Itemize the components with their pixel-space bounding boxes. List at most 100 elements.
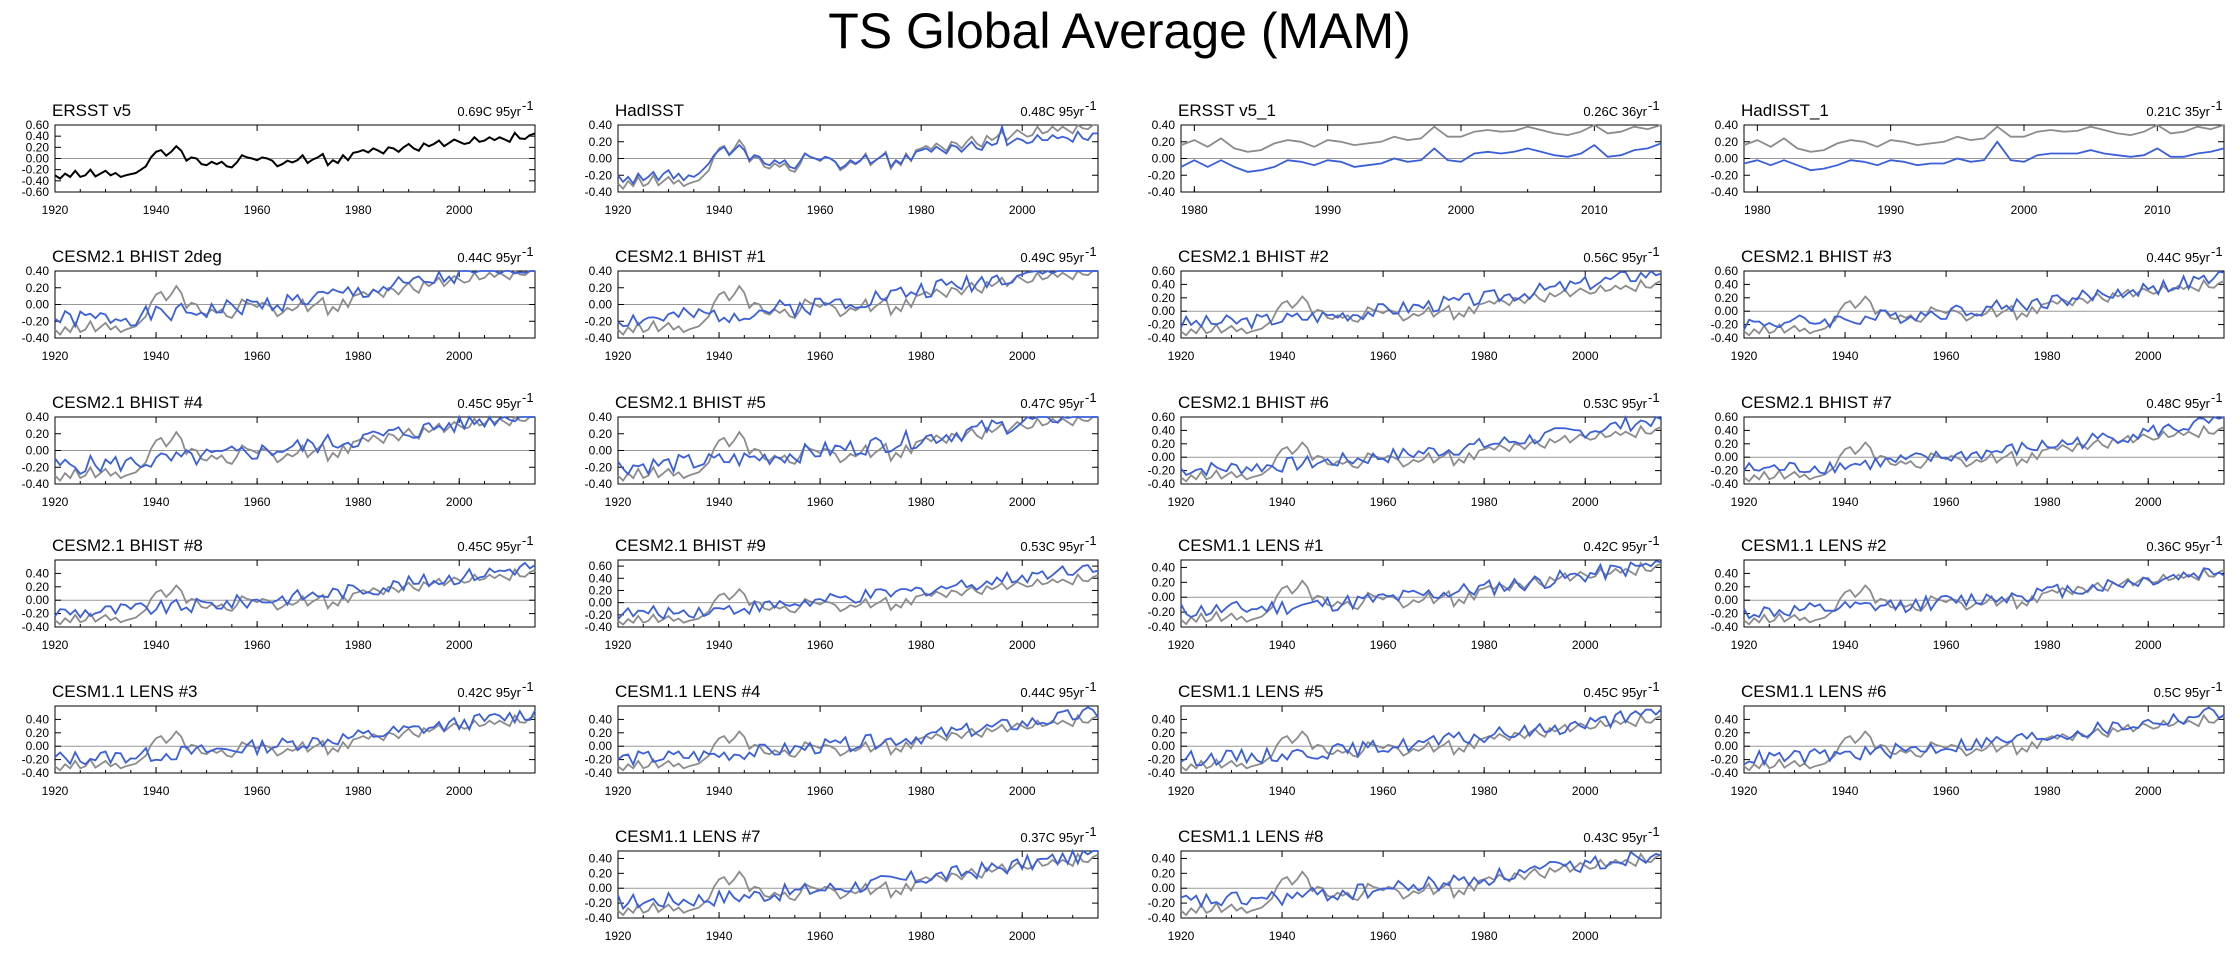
panel-title: CESM1.1 LENS #6 (1741, 682, 1887, 701)
series-line-model (617, 270, 1098, 328)
series-line-obs_reference (1180, 561, 1662, 626)
y-tick-label: 0.00 (26, 152, 50, 166)
y-tick-label: -0.60 (22, 185, 50, 199)
panel-frame (1180, 559, 1662, 628)
y-tick-label: -0.40 (1711, 331, 1739, 345)
y-tick-label: 0.40 (1152, 423, 1176, 437)
x-tick-label: 1980 (1744, 203, 1771, 217)
panel-title: CESM2.1 BHIST #1 (615, 247, 766, 266)
x-tick-label: 1940 (706, 495, 733, 509)
y-tick-label: 0.00 (1715, 593, 1739, 607)
series-line-model (54, 561, 536, 619)
series-line-model (1180, 142, 1662, 173)
y-tick-label: 0.40 (1715, 712, 1739, 726)
y-tick-label: -0.40 (1148, 331, 1176, 345)
y-tick-label: 0.20 (1715, 580, 1739, 594)
panel-trend-superscript: -1 (2211, 390, 2223, 405)
series-line-model (54, 414, 535, 476)
y-tick-label: 0.00 (1152, 304, 1176, 318)
panel-trend-superscript: -1 (522, 244, 534, 259)
series-line-obs_reference (617, 269, 1098, 337)
y-tick-label: 0.00 (1152, 152, 1176, 166)
series-line-obs_reference (1180, 713, 1662, 772)
y-tick-label: 0.40 (1715, 566, 1739, 580)
panel-trend-label: 0.44C 95yr (2146, 250, 2210, 265)
series-line-obs_reference (1743, 567, 2225, 626)
y-tick-label: -0.20 (585, 608, 613, 622)
x-tick-label: 1920 (605, 349, 632, 363)
x-tick-label: 2000 (446, 638, 473, 652)
series-line-model (1743, 270, 2225, 331)
panel-trend-superscript: -1 (1648, 533, 1660, 548)
panel-title: HadISST (615, 101, 684, 120)
series-line-obs_reference (617, 713, 1099, 772)
y-tick-label: 0.60 (1152, 410, 1176, 424)
panel-trend-label: 0.53C 95yr (1020, 539, 1084, 554)
series-line-observed (54, 131, 536, 180)
x-tick-label: 1920 (1168, 784, 1195, 798)
x-tick-label: 1980 (908, 349, 935, 363)
y-tick-label: -0.40 (585, 766, 613, 780)
x-tick-label: 2000 (1009, 929, 1036, 943)
x-tick-label: 1920 (42, 349, 69, 363)
x-tick-label: 1980 (345, 495, 372, 509)
y-tick-label: 0.00 (589, 739, 613, 753)
panel-frame (617, 705, 1099, 774)
x-tick-label: 1940 (706, 638, 733, 652)
y-tick-label: -0.20 (1148, 753, 1176, 767)
panel-title: CESM2.1 BHIST #3 (1741, 247, 1892, 266)
x-tick-label: 1920 (42, 784, 69, 798)
y-tick-label: -0.20 (22, 753, 50, 767)
panel-frame (54, 705, 536, 774)
panel-trend-label: 0.45C 95yr (1583, 685, 1647, 700)
panel-trend-superscript: -1 (1085, 390, 1097, 405)
y-tick-label: -0.40 (22, 331, 50, 345)
panel-title: CESM2.1 BHIST 2deg (52, 247, 222, 266)
panel-trend-label: 0.43C 95yr (1583, 830, 1647, 845)
panel-trend-superscript: -1 (1085, 679, 1097, 694)
series-line-model (617, 848, 1098, 911)
panel-trend-label: 0.49C 95yr (1020, 250, 1084, 265)
y-tick-label: -0.40 (1148, 766, 1176, 780)
panel-trend-label: 0.44C 95yr (1020, 685, 1084, 700)
y-tick-label: -0.20 (22, 314, 50, 328)
x-tick-label: 1960 (1370, 495, 1397, 509)
y-tick-label: -0.20 (1711, 168, 1739, 182)
panel-frame (617, 850, 1099, 919)
y-tick-label: -0.20 (1711, 607, 1739, 621)
y-tick-label: 0.40 (589, 410, 613, 424)
x-tick-label: 1960 (807, 203, 834, 217)
x-tick-label: 1980 (1471, 929, 1498, 943)
y-tick-label: 0.00 (1152, 590, 1176, 604)
panel-trend-label: 0.21C 35yr (2146, 104, 2210, 119)
x-tick-label: 1940 (706, 784, 733, 798)
y-tick-label: -0.20 (1711, 318, 1739, 332)
x-tick-label: 1960 (244, 638, 271, 652)
y-tick-label: -0.40 (1711, 620, 1739, 634)
panel-title: CESM1.1 LENS #2 (1741, 536, 1887, 555)
panel-trend-superscript: -1 (1648, 824, 1660, 839)
x-tick-label: 1980 (908, 784, 935, 798)
panel-trend-label: 0.5C 95yr (2154, 685, 2211, 700)
panel-trend-superscript: -1 (522, 98, 534, 113)
x-tick-label: 1940 (1269, 929, 1296, 943)
y-tick-label: -0.20 (585, 896, 613, 910)
y-tick-label: 0.00 (26, 444, 50, 458)
y-tick-label: -0.20 (1148, 896, 1176, 910)
x-tick-label: 2000 (1448, 203, 1475, 217)
x-tick-label: 1980 (2034, 784, 2061, 798)
series-line-obs_reference (617, 123, 1098, 191)
x-tick-label: 1920 (1731, 349, 1758, 363)
series-line-model (1180, 269, 1662, 331)
y-tick-label: 0.00 (589, 444, 613, 458)
x-tick-label: 1990 (1314, 203, 1341, 217)
series-line-model (617, 564, 1099, 621)
y-tick-label: 0.00 (26, 593, 50, 607)
y-tick-label: -0.40 (1711, 766, 1739, 780)
y-tick-label: 0.20 (26, 580, 50, 594)
panel-trend-superscript: -1 (1085, 824, 1097, 839)
x-tick-label: 1960 (1933, 349, 1960, 363)
x-tick-label: 1920 (42, 495, 69, 509)
x-tick-label: 1940 (706, 929, 733, 943)
y-tick-label: 0.40 (1715, 118, 1739, 132)
